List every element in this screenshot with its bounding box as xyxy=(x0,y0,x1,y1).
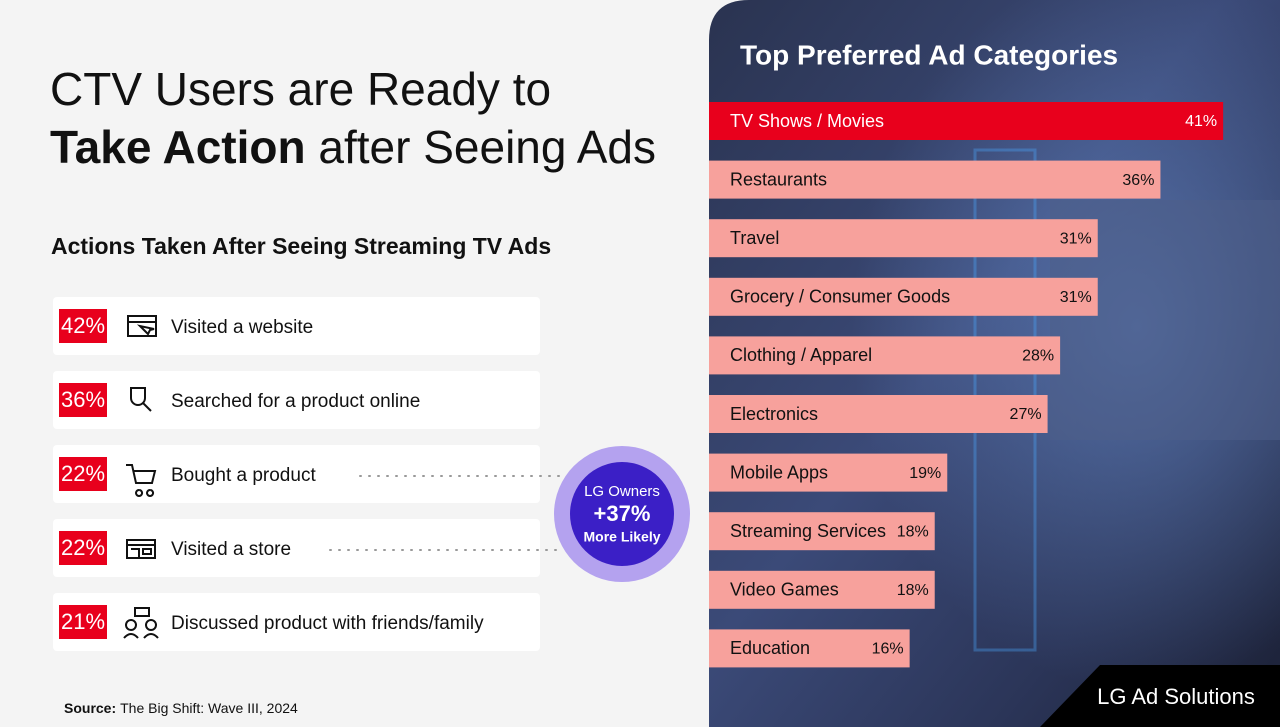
percent: 21% xyxy=(61,609,105,634)
bar xyxy=(709,512,935,551)
action-icon xyxy=(126,539,156,559)
actions-list: 42% Visited a website 36% Searched for a pr… xyxy=(53,297,540,651)
bar-category: Clothing / Apparel xyxy=(730,345,872,365)
bar xyxy=(709,629,910,668)
bar-value-label: 31% xyxy=(1060,289,1092,306)
bar-category: Education xyxy=(730,638,810,658)
logo-band xyxy=(1040,665,1280,727)
badge-value: +37% xyxy=(594,501,651,526)
action-card xyxy=(53,593,540,651)
source-label: Source: xyxy=(64,700,116,716)
bar-value-label: 18% xyxy=(897,523,929,540)
percent: 22% xyxy=(61,535,105,560)
bar-value-label: 28% xyxy=(1022,348,1054,365)
bar-value-label: 41% xyxy=(1185,113,1217,130)
bar-value-label: 18% xyxy=(897,582,929,599)
bar-value-label: 36% xyxy=(1122,172,1154,189)
bar-category: Video Games xyxy=(730,580,839,600)
headline-line2: Take Action after Seeing Ads xyxy=(50,121,656,173)
action-label: Visited a store xyxy=(171,539,291,560)
action-card xyxy=(53,371,540,429)
action-card xyxy=(53,445,540,503)
bar xyxy=(709,102,1224,140)
bar-category: Grocery / Consumer Goods xyxy=(730,287,950,307)
badge-inner xyxy=(570,462,674,566)
bar xyxy=(709,219,1098,258)
bar-category: Restaurants xyxy=(730,169,827,189)
chart-title: Top Preferred Ad Categories xyxy=(740,39,1118,70)
bar-value-label: 19% xyxy=(909,465,941,482)
headline-rest: after Seeing Ads xyxy=(306,121,656,173)
bar-chart: TV Shows / Movies 41% Restaurants 36% Travel… xyxy=(709,102,1224,668)
bar-value-label: 16% xyxy=(872,641,904,658)
badge-line1: LG Owners xyxy=(584,483,660,500)
bar xyxy=(709,277,1098,316)
percent-box xyxy=(59,605,107,639)
action-icon xyxy=(130,387,152,412)
percent-box xyxy=(59,309,107,343)
logo: LG Ad Solutions xyxy=(1097,684,1255,709)
percent: 22% xyxy=(61,461,105,486)
source-text: The Big Shift: Wave III, 2024 xyxy=(120,700,298,716)
bar xyxy=(709,395,1048,433)
headline-bold: Take Action xyxy=(50,121,306,173)
bar xyxy=(709,570,935,609)
action-icon xyxy=(127,315,157,337)
action-icon xyxy=(126,464,157,497)
bar-category: Electronics xyxy=(730,404,818,424)
bar-category: Travel xyxy=(730,228,779,248)
bar-category: Mobile Apps xyxy=(730,462,828,482)
source: Source: The Big Shift: Wave III, 2024 xyxy=(64,700,298,716)
actions-title: Actions Taken After Seeing Streaming TV … xyxy=(51,233,551,259)
bar-category: TV Shows / Movies xyxy=(730,111,884,131)
percent: 36% xyxy=(61,387,105,412)
headline-line1: CTV Users are Ready to xyxy=(50,63,551,115)
percent: 42% xyxy=(61,313,105,338)
action-card xyxy=(53,297,540,355)
bar-category: Streaming Services xyxy=(730,521,886,541)
percent-box xyxy=(59,457,107,491)
bar xyxy=(709,336,1061,375)
bar xyxy=(709,160,1161,199)
bar-value-label: 31% xyxy=(1060,230,1092,247)
action-icon xyxy=(123,607,159,639)
action-label: Searched for a product online xyxy=(171,391,420,412)
percent-box xyxy=(59,383,107,417)
action-label: Visited a website xyxy=(171,317,313,338)
action-label: Bought a product xyxy=(171,465,316,486)
action-label: Discussed product with friends/family xyxy=(171,613,484,634)
badge-line3: More Likely xyxy=(583,529,660,545)
action-card xyxy=(53,519,540,577)
percent-box xyxy=(59,531,107,565)
bar xyxy=(709,453,948,492)
bar-value-label: 27% xyxy=(1010,406,1042,423)
